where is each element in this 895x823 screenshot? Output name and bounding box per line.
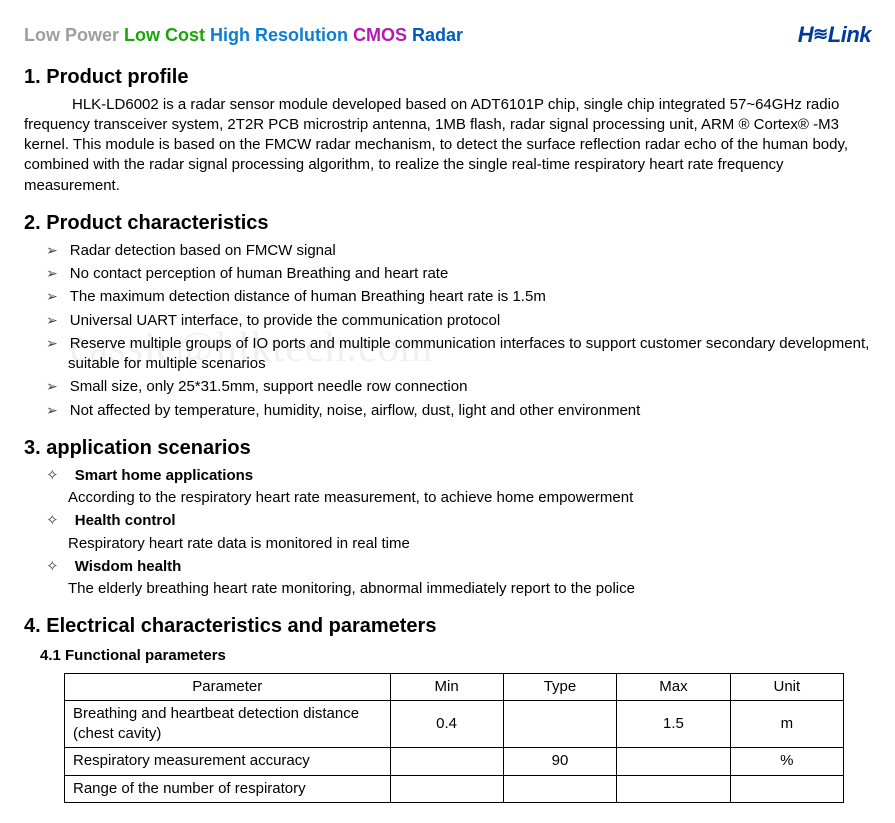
col-unit: Unit xyxy=(730,673,843,700)
tagline-part-0: Low Power xyxy=(24,25,124,45)
cell-unit: m xyxy=(730,700,843,748)
app-item-title: Health control xyxy=(75,512,176,529)
electrical-subhead: 4.1 Functional parameters xyxy=(40,646,871,666)
cell-unit: % xyxy=(730,748,843,775)
section-title-electrical: 4. Electrical characteristics and parame… xyxy=(24,613,871,640)
cell-param: Range of the number of respiratory xyxy=(65,775,391,802)
char-item: Not affected by temperature, humidity, n… xyxy=(46,401,871,421)
col-min: Min xyxy=(390,673,503,700)
logo-link: Link xyxy=(828,22,871,47)
cell-param: Breathing and heartbeat detection distan… xyxy=(65,700,391,748)
tagline-part-4: Radar xyxy=(412,25,463,45)
app-item-desc: The elderly breathing heart rate monitor… xyxy=(68,579,871,599)
cell-max: 1.5 xyxy=(617,700,730,748)
characteristics-list: Radar detection based on FMCW signal No … xyxy=(24,241,871,421)
table-header-row: Parameter Min Type Max Unit xyxy=(65,673,844,700)
cell-unit xyxy=(730,775,843,802)
section-title-characteristics: 2. Product characteristics xyxy=(24,210,871,237)
col-type: Type xyxy=(503,673,617,700)
char-item: Radar detection based on FMCW signal xyxy=(46,241,871,261)
cell-max xyxy=(617,748,730,775)
tagline-part-3: CMOS xyxy=(353,25,412,45)
char-item: Reserve multiple groups of IO ports and … xyxy=(46,334,871,375)
profile-body: HLK-LD6002 is a radar sensor module deve… xyxy=(24,95,871,196)
brand-logo: H≋Link xyxy=(798,20,871,50)
cell-min: 0.4 xyxy=(390,700,503,748)
cell-max xyxy=(617,775,730,802)
table-row: Breathing and heartbeat detection distan… xyxy=(65,700,844,748)
logo-hi: H xyxy=(798,22,813,47)
app-item-title: Smart home applications xyxy=(75,467,253,484)
char-item: Universal UART interface, to provide the… xyxy=(46,311,871,331)
section-title-applications: 3. application scenarios xyxy=(24,435,871,462)
cell-min xyxy=(390,775,503,802)
wifi-icon: ≋ xyxy=(813,22,828,46)
table-row: Range of the number of respiratory xyxy=(65,775,844,802)
app-item-title: Wisdom health xyxy=(75,558,182,575)
section-title-profile: 1. Product profile xyxy=(24,64,871,91)
char-item: The maximum detection distance of human … xyxy=(46,287,871,307)
cell-type xyxy=(503,775,617,802)
cell-type: 90 xyxy=(503,748,617,775)
tagline: Low Power Low Cost High Resolution CMOS … xyxy=(24,23,463,47)
app-item: Smart home applications According to the… xyxy=(46,466,871,509)
functional-parameters-table: Parameter Min Type Max Unit Breathing an… xyxy=(64,673,844,803)
table-row: Respiratory measurement accuracy 90 % xyxy=(65,748,844,775)
applications-list: Smart home applications According to the… xyxy=(24,466,871,600)
col-max: Max xyxy=(617,673,730,700)
char-item: No contact perception of human Breathing… xyxy=(46,264,871,284)
app-item: Health control Respiratory heart rate da… xyxy=(46,511,871,554)
tagline-part-1: Low Cost xyxy=(124,25,210,45)
cell-param: Respiratory measurement accuracy xyxy=(65,748,391,775)
cell-type xyxy=(503,700,617,748)
char-item: Small size, only 25*31.5mm, support need… xyxy=(46,377,871,397)
app-item-desc: Respiratory heart rate data is monitored… xyxy=(68,534,871,554)
cell-min xyxy=(390,748,503,775)
app-item-desc: According to the respiratory heart rate … xyxy=(68,488,871,508)
col-parameter: Parameter xyxy=(65,673,391,700)
tagline-part-2: High Resolution xyxy=(210,25,353,45)
app-item: Wisdom health The elderly breathing hear… xyxy=(46,557,871,600)
header-row: Low Power Low Cost High Resolution CMOS … xyxy=(24,20,871,50)
